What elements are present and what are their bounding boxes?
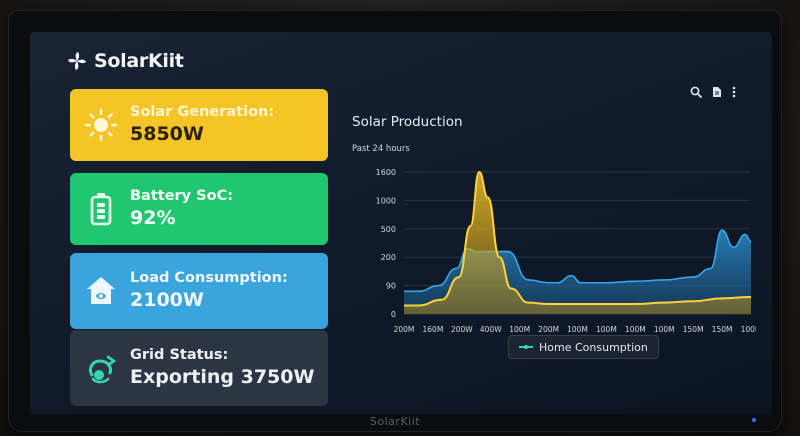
grid-status-value: Exporting 3750W xyxy=(130,366,315,388)
x-tick-label: 100M xyxy=(596,325,617,334)
y-tick-label: 0 xyxy=(391,310,396,319)
x-tick-label: 150M xyxy=(712,325,733,334)
x-tick-label: 400W xyxy=(480,325,502,334)
x-tick-label: 100M xyxy=(625,325,646,334)
app-name: SolarKiit xyxy=(94,50,184,72)
solar-generation-card[interactable]: Solar Generation: 5850W xyxy=(70,89,328,161)
x-tick-label: 100M xyxy=(741,325,756,334)
chart-title: Solar Production xyxy=(352,114,463,130)
x-tick-label: 200M xyxy=(394,325,415,334)
y-tick-label: 1600 xyxy=(376,168,396,177)
x-tick-label: 160M xyxy=(423,325,444,334)
solar-production-chart: 1600 1000 500 200 90 0 200M 160M 200W 400W 100M 200… xyxy=(376,168,756,334)
load-consumption-card[interactable]: Load Consumption: 2100W xyxy=(70,253,328,329)
battery-soc-card[interactable]: Battery SoC: 92% xyxy=(70,173,328,245)
house-icon xyxy=(82,272,120,310)
pinwheel-icon xyxy=(68,52,86,70)
x-tick-label: 200W xyxy=(451,325,473,334)
grid-icon xyxy=(82,349,120,387)
chart-toolbar xyxy=(690,86,736,98)
monitor-bezel: SolarKiit Solar Generation: 5850W xyxy=(8,10,782,432)
solar-line xyxy=(404,170,752,307)
dashboard-screen: SolarKiit Solar Generation: 5850W xyxy=(30,32,772,414)
legend-line-icon xyxy=(519,345,533,349)
battery-soc-label: Battery SoC: xyxy=(130,188,234,204)
solar-generation-value: 5850W xyxy=(130,123,204,145)
y-tick-label: 90 xyxy=(386,282,396,291)
y-tick-label: 200 xyxy=(381,253,396,262)
solar-generation-label: Solar Generation: xyxy=(130,104,275,120)
power-led xyxy=(752,418,756,422)
battery-icon xyxy=(82,190,120,228)
grid-status-card[interactable]: Grid Status: Exporting 3750W xyxy=(70,330,328,406)
grid-status-label: Grid Status: xyxy=(130,347,229,363)
x-tick-label: 200M xyxy=(538,325,559,334)
search-icon[interactable] xyxy=(690,86,702,98)
x-tick-label: 150M xyxy=(683,325,704,334)
load-consumption-label: Load Consumption: xyxy=(130,270,288,286)
app-logo: SolarKiit xyxy=(66,50,184,72)
more-icon[interactable] xyxy=(732,86,736,98)
document-icon[interactable] xyxy=(712,86,722,98)
sun-icon xyxy=(82,106,120,144)
load-consumption-value: 2100W xyxy=(130,289,204,311)
x-tick-label: 100M xyxy=(509,325,530,334)
x-tick-label: 100M xyxy=(567,325,588,334)
y-tick-label: 1000 xyxy=(376,196,396,205)
y-tick-label: 500 xyxy=(381,225,396,234)
bezel-brand: SolarKiit xyxy=(369,415,421,428)
chart-legend[interactable]: Home Consumption xyxy=(508,335,659,359)
chart-subtitle: Past 24 hours xyxy=(352,144,410,154)
legend-label: Home Consumption xyxy=(539,340,648,354)
x-tick-label: 100M xyxy=(654,325,675,334)
home-consumption-line xyxy=(403,229,752,293)
battery-soc-value: 92% xyxy=(130,207,176,229)
